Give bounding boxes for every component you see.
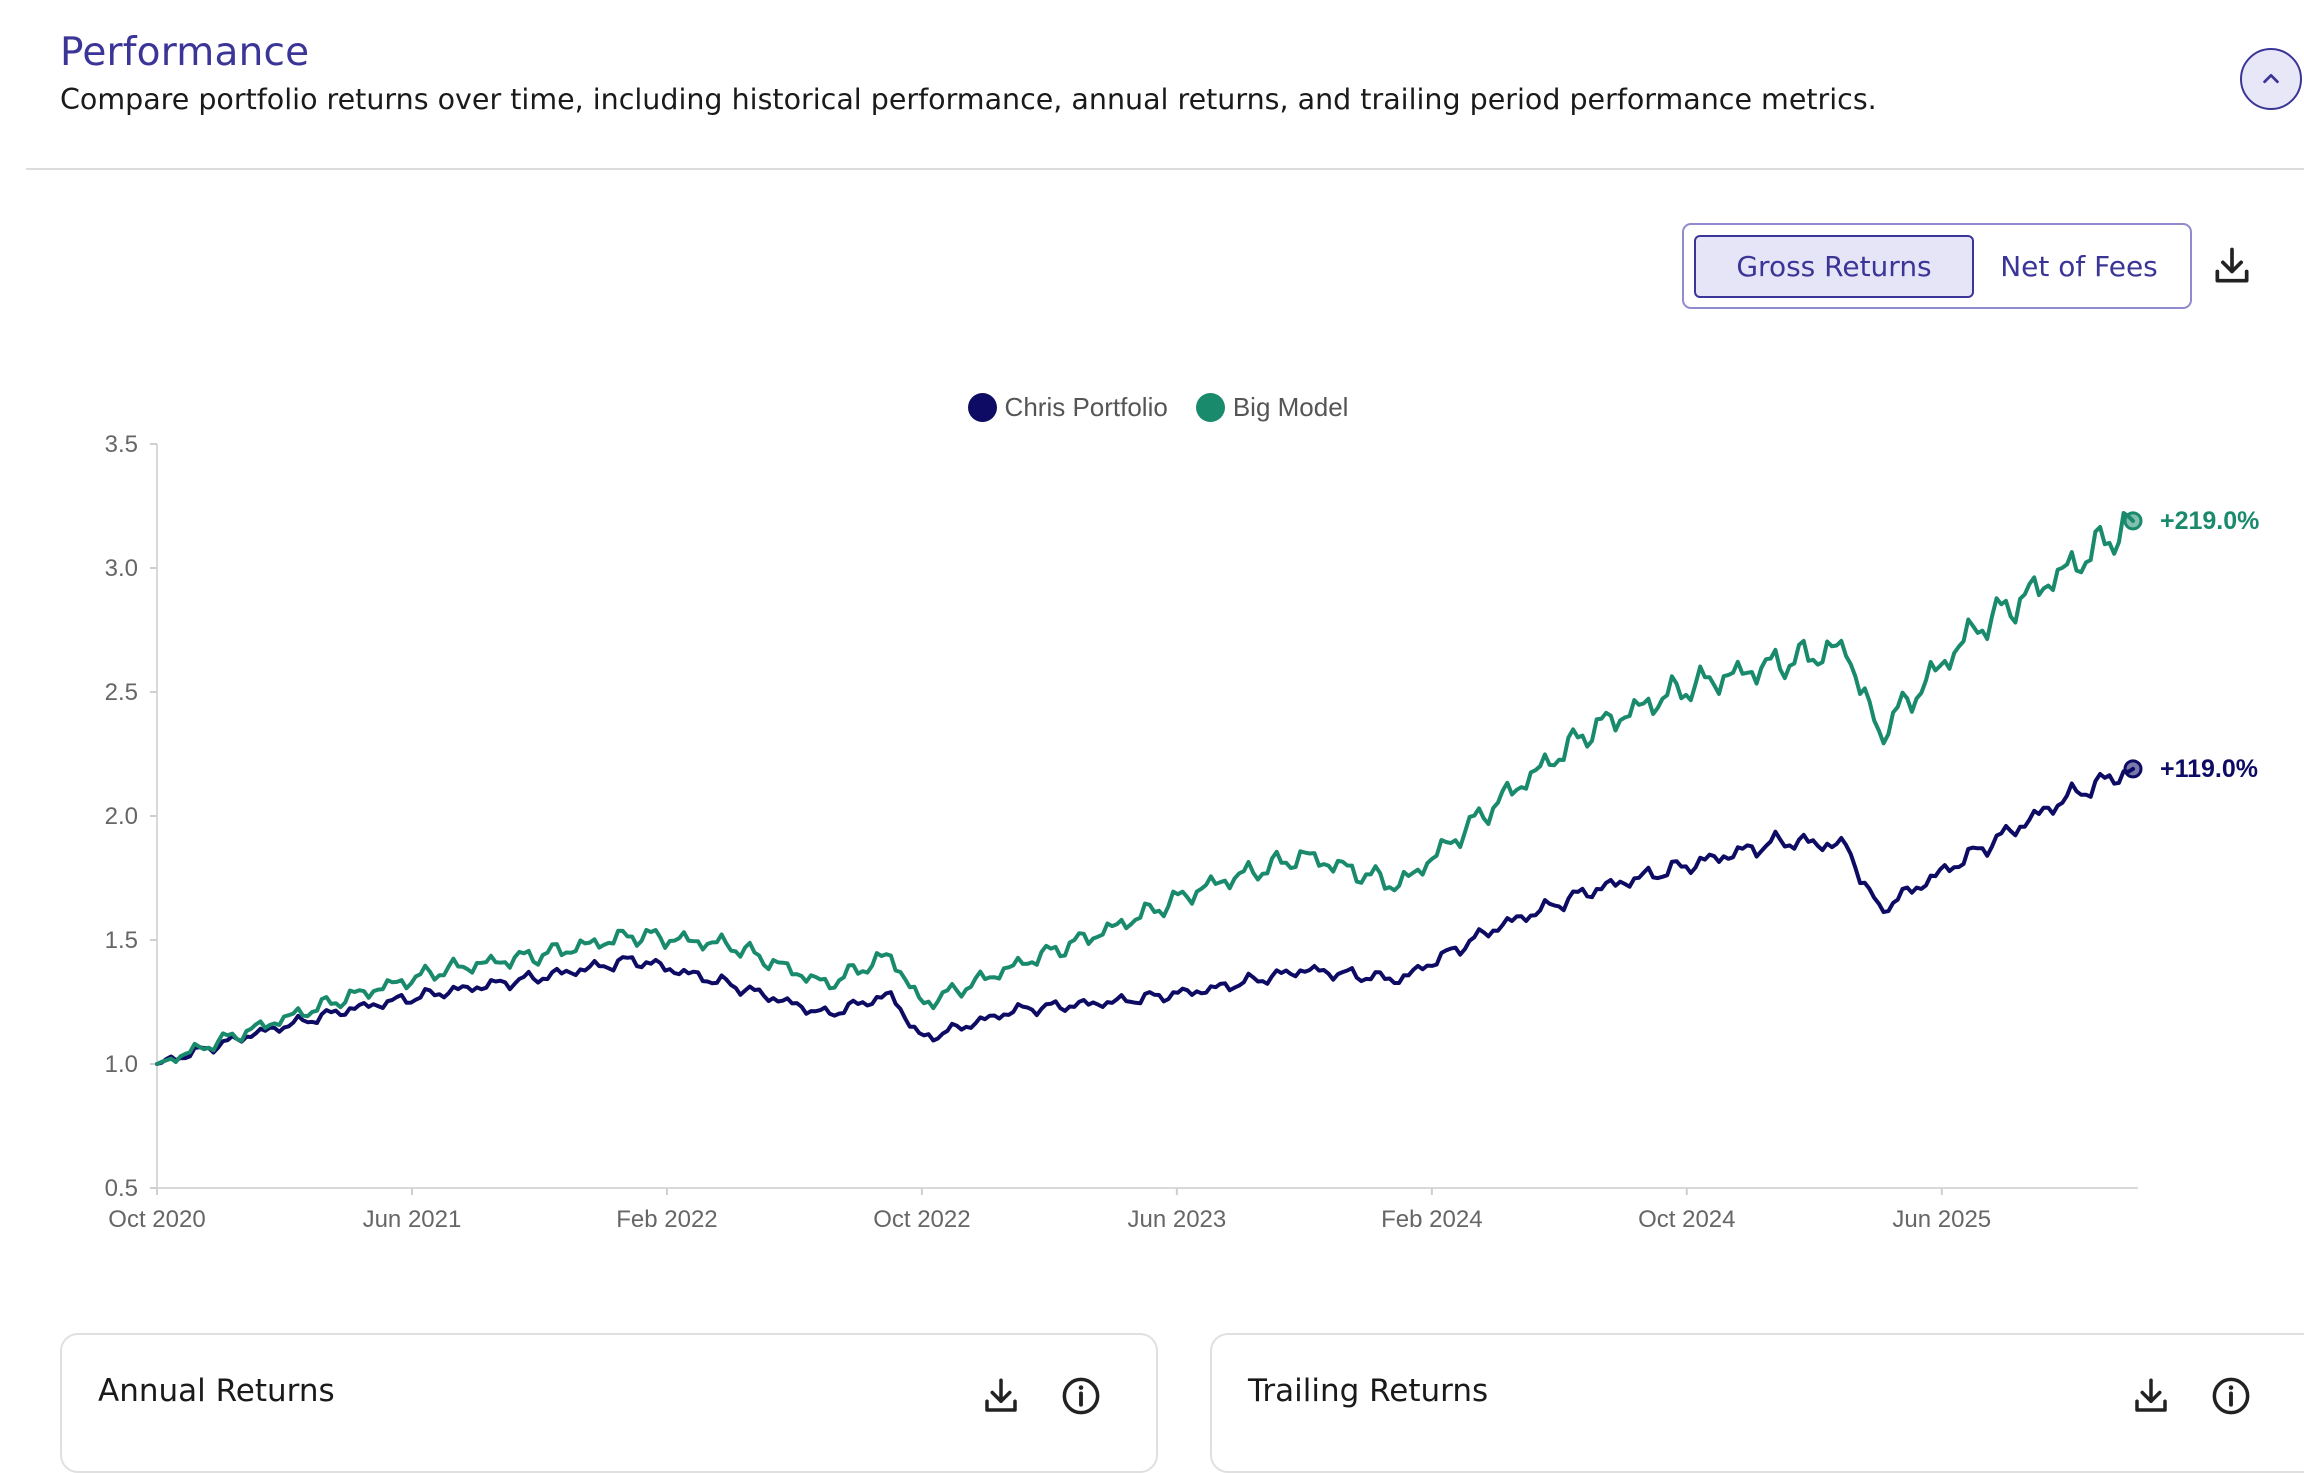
trailing-returns-title: Trailing Returns — [1248, 1373, 1489, 1409]
legend-label-model: Big Model — [1232, 392, 1349, 422]
series-end-point — [2123, 759, 2143, 779]
header-divider — [26, 168, 2304, 170]
info-icon[interactable] — [1060, 1375, 1102, 1417]
series-end-label: +119.0% — [2160, 755, 2258, 783]
y-tick-label: 2.0 — [105, 803, 138, 830]
net-of-fees-button[interactable]: Net of Fees — [2000, 250, 2158, 283]
x-tick-label: Oct 2024 — [1638, 1206, 1735, 1233]
x-tick-label: Feb 2024 — [1381, 1206, 1482, 1233]
x-tick-label: Jun 2023 — [1127, 1206, 1226, 1233]
x-tick-label: Jun 2025 — [1892, 1206, 1991, 1233]
legend-dot-chris — [967, 393, 997, 422]
performance-header: Performance Compare portfolio returns ov… — [60, 28, 2304, 116]
page-subtitle: Compare portfolio returns over time, inc… — [60, 82, 1877, 116]
download-icon[interactable] — [980, 1375, 1022, 1417]
y-tick-label: 1.0 — [105, 1051, 138, 1078]
info-icon[interactable] — [2210, 1375, 2252, 1417]
y-tick-label: 3.0 — [105, 555, 138, 582]
returns-toggle: Gross Returns Net of Fees — [1682, 223, 2192, 309]
x-tick-label: Jun 2021 — [363, 1206, 462, 1233]
page-title: Performance — [60, 30, 310, 75]
x-tick-label: Feb 2022 — [616, 1206, 717, 1233]
y-tick-label: 3.5 — [105, 431, 138, 458]
legend-label-chris: Chris Portfolio — [1004, 392, 1168, 422]
y-tick-label: 0.5 — [105, 1175, 138, 1202]
series-line-big-model — [155, 511, 2135, 1066]
series-line-chris-portfolio — [155, 766, 2135, 1066]
gross-returns-button[interactable]: Gross Returns — [1694, 235, 1974, 298]
annual-returns-title: Annual Returns — [98, 1373, 335, 1409]
download-icon[interactable] — [2130, 1375, 2172, 1417]
y-tick-label: 2.5 — [105, 679, 138, 706]
legend-item-big-model[interactable]: Big Model — [1195, 392, 1349, 423]
annual-returns-card: Annual Returns — [60, 1333, 1158, 1473]
chart-legend: Chris Portfolio Big Model — [0, 392, 2304, 423]
series-end-label: +219.0% — [2160, 507, 2259, 535]
series-end-point — [2123, 511, 2143, 531]
y-tick-label: 1.5 — [105, 927, 138, 954]
legend-dot-model — [1195, 393, 1225, 422]
chevron-up-icon — [2263, 73, 2279, 84]
x-tick-label: Oct 2020 — [108, 1206, 205, 1233]
collapse-button[interactable] — [2240, 48, 2302, 110]
trailing-returns-card: Trailing Returns — [1210, 1333, 2304, 1473]
download-icon[interactable] — [2210, 244, 2254, 288]
x-tick-label: Oct 2022 — [873, 1206, 970, 1233]
legend-item-chris-portfolio[interactable]: Chris Portfolio — [967, 392, 1168, 423]
performance-chart: 0.5 1.0 1.5 2.0 2.5 3.0 3.5 Oct 2020 Jun 2021 Feb… — [105, 431, 2260, 1233]
